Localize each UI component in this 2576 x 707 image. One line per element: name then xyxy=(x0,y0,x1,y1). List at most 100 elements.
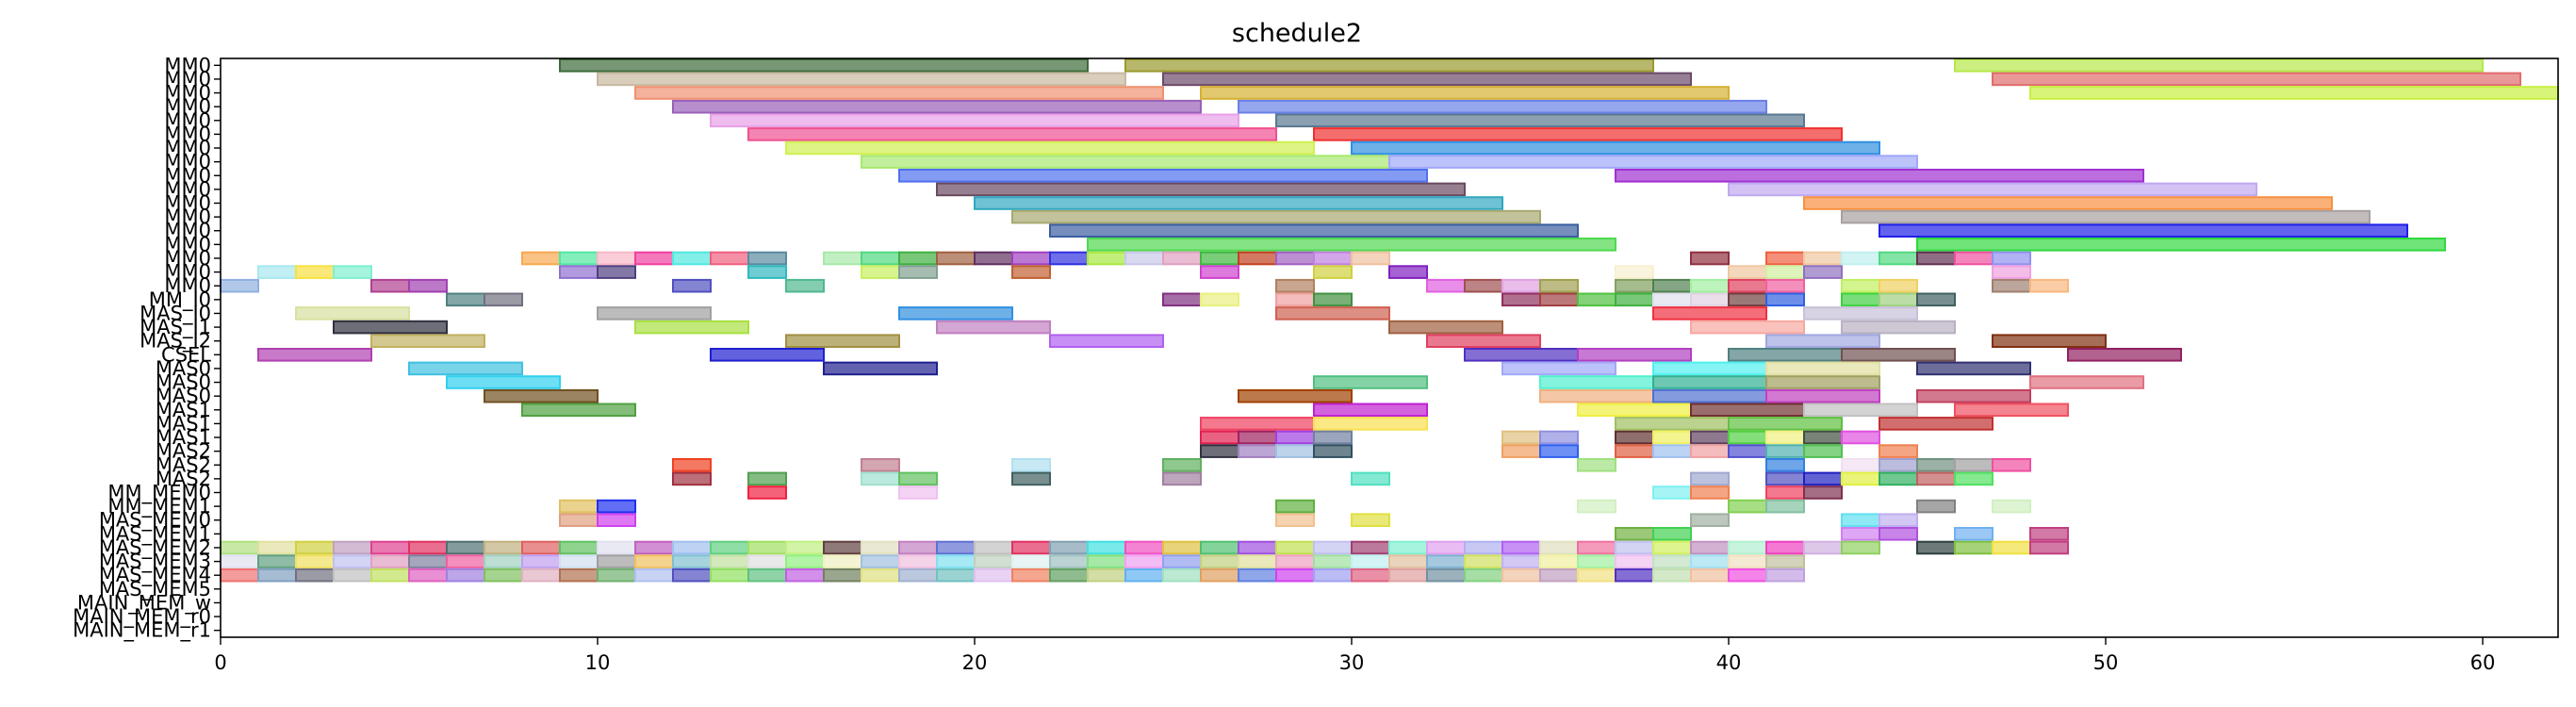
task-bar xyxy=(220,278,259,293)
task-bar xyxy=(823,251,862,266)
y-tick-label: MM0 xyxy=(164,220,211,242)
task-bar xyxy=(446,540,485,555)
task-bar xyxy=(1011,251,1051,266)
task-bar xyxy=(1388,567,1428,583)
task-bar xyxy=(1690,320,1805,335)
task-bar xyxy=(1539,540,1579,555)
task-bar xyxy=(559,554,599,568)
task-bar xyxy=(408,554,448,568)
task-bar xyxy=(597,567,636,583)
task-bar xyxy=(1351,567,1390,583)
task-bar xyxy=(1539,388,1654,403)
task-bar xyxy=(597,72,1126,87)
task-bar xyxy=(1690,430,1730,445)
task-bar xyxy=(1464,567,1503,583)
task-bar xyxy=(1728,417,1843,431)
task-bar xyxy=(1916,458,1956,472)
y-tick-label: MAS1 xyxy=(156,412,211,435)
x-tick-label: 50 xyxy=(2093,651,2119,674)
task-bar xyxy=(936,320,1051,335)
plot-frame xyxy=(220,58,2559,638)
y-tick-label: MM0 xyxy=(164,164,211,187)
task-bar xyxy=(521,540,561,555)
task-bar xyxy=(1803,403,1918,418)
task-bar xyxy=(559,513,599,528)
task-bar xyxy=(521,567,561,583)
task-bar xyxy=(484,540,523,555)
task-bar xyxy=(257,348,372,362)
task-bar xyxy=(747,251,787,266)
task-bar xyxy=(1049,251,1089,266)
task-bar xyxy=(1577,292,1616,307)
task-bar xyxy=(1238,567,1277,583)
y-tick-label: MM0 xyxy=(164,68,211,90)
y-tick-label: MAS2 xyxy=(156,440,211,463)
y-tick-label: MAS0 xyxy=(156,357,211,380)
task-bar xyxy=(974,554,1013,568)
task-bar xyxy=(1275,251,1315,266)
task-bar xyxy=(597,554,636,568)
task-bar xyxy=(974,251,1013,266)
task-bar xyxy=(1765,458,1805,472)
task-bar xyxy=(898,306,1013,321)
task-bar xyxy=(1879,292,1918,307)
task-bar xyxy=(446,375,561,389)
task-bar xyxy=(1011,540,1051,555)
task-bar xyxy=(1652,527,1692,541)
task-bar xyxy=(898,554,938,568)
task-bar xyxy=(1313,554,1353,568)
task-bar xyxy=(1916,238,2446,252)
task-bar xyxy=(1275,430,1315,445)
x-tick-label: 0 xyxy=(214,651,226,674)
task-bar xyxy=(1954,471,1994,486)
y-tick-label: MAS_MEM0 xyxy=(99,509,211,533)
task-bar xyxy=(2029,527,2069,541)
task-bar xyxy=(1313,540,1353,555)
task-bar xyxy=(1313,417,1428,431)
task-bar xyxy=(1426,278,1466,293)
task-bar xyxy=(672,278,712,293)
task-bar xyxy=(1011,471,1051,486)
task-bar xyxy=(672,554,712,568)
task-bar xyxy=(1879,513,1918,528)
task-bar xyxy=(861,265,900,279)
task-bar xyxy=(974,540,1013,555)
task-bar xyxy=(1992,334,2107,348)
task-bar xyxy=(1275,278,1315,293)
task-bar xyxy=(1162,292,1202,307)
task-bar xyxy=(1916,388,2031,403)
y-tick-label: MM0 xyxy=(164,233,211,255)
task-bar xyxy=(446,292,485,307)
task-bar xyxy=(861,567,900,583)
task-bar xyxy=(333,320,448,335)
task-bar xyxy=(1690,554,1730,568)
task-bar xyxy=(597,251,636,266)
task-bar xyxy=(1652,278,1692,293)
task-bar xyxy=(1841,292,1880,307)
task-bar xyxy=(1728,444,1767,458)
task-bar xyxy=(1992,265,2031,279)
y-tick-label: MM0 xyxy=(164,151,211,173)
task-bar xyxy=(861,471,900,486)
task-bar xyxy=(484,554,523,568)
task-bar xyxy=(1011,567,1051,583)
task-bar xyxy=(710,251,749,266)
task-bar xyxy=(1992,278,2031,293)
y-tick-label: MAS2 xyxy=(156,468,211,490)
task-bar xyxy=(1992,540,2031,555)
task-bar xyxy=(1803,306,1918,321)
task-bar xyxy=(1501,554,1541,568)
task-bar xyxy=(333,265,372,279)
task-bar xyxy=(1765,361,1880,376)
task-bar xyxy=(1879,223,2408,238)
task-bar xyxy=(1690,292,1730,307)
task-bar xyxy=(1200,292,1239,307)
task-bar xyxy=(785,554,825,568)
task-bar xyxy=(1501,292,1541,307)
task-bar xyxy=(785,567,825,583)
task-bar xyxy=(974,567,1013,583)
task-bar xyxy=(1803,540,1843,555)
task-bar xyxy=(1765,499,1805,514)
task-bar xyxy=(1954,458,1994,472)
task-bar xyxy=(823,567,862,583)
